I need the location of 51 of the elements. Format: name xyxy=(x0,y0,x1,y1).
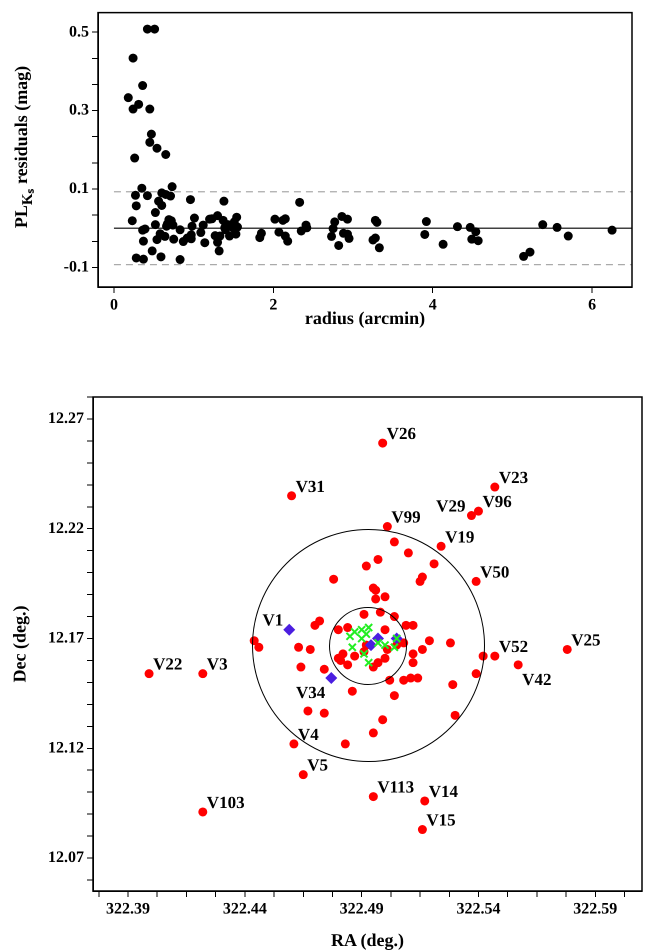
data-label: V5 xyxy=(307,756,328,775)
point xyxy=(345,632,355,641)
x-tick-label: 322.59 xyxy=(573,900,618,918)
y-tick-label: 12.17 xyxy=(48,630,84,647)
point xyxy=(365,639,378,652)
data-label: V103 xyxy=(206,792,245,812)
data-label: V96 xyxy=(482,492,512,512)
data-label: V26 xyxy=(386,424,416,444)
data-label: V113 xyxy=(377,778,414,797)
data-label: V23 xyxy=(498,468,528,488)
x-tick-label: 322.44 xyxy=(222,900,267,918)
x-tick-label: 2 xyxy=(269,296,278,314)
y-tick-label: -0.1 xyxy=(64,258,89,276)
data-label: V4 xyxy=(298,724,320,744)
data-label: V31 xyxy=(296,476,325,496)
x-tick-label: 6 xyxy=(588,296,596,314)
point xyxy=(348,642,357,652)
y-axis-title: Dec (deg.) xyxy=(10,606,30,682)
data-label: V52 xyxy=(498,637,528,656)
data-label: V34 xyxy=(296,683,326,702)
x-tick-label: 0 xyxy=(110,296,118,314)
x-axis-title: RA (deg.) xyxy=(331,930,404,950)
x-axis-title: radius (arcmin) xyxy=(304,308,426,328)
data-label: V3 xyxy=(206,654,228,674)
y-tick-label: 0.5 xyxy=(69,23,89,40)
data-label: V14 xyxy=(428,782,459,801)
y-tick-label: 0.1 xyxy=(69,180,89,198)
y-tick-label: 12.27 xyxy=(48,410,84,428)
point xyxy=(325,672,338,684)
x-tick-label: 322.39 xyxy=(106,900,150,918)
point xyxy=(380,640,390,650)
data-label: V19 xyxy=(445,527,474,546)
data-label: V50 xyxy=(480,562,510,582)
x-tick-label: 4 xyxy=(428,296,437,314)
data-label: V1 xyxy=(262,610,284,630)
x-tick-label: 322.49 xyxy=(340,900,384,918)
data-label: V15 xyxy=(426,810,456,830)
data-label: V99 xyxy=(391,508,421,527)
data-label: V42 xyxy=(522,670,552,689)
point xyxy=(350,627,360,636)
y-tick-label: 0.3 xyxy=(69,102,89,119)
y-tick-label: 12.22 xyxy=(48,520,84,537)
data-label: V25 xyxy=(571,630,601,650)
point xyxy=(373,638,383,648)
y-tick-label: 12.12 xyxy=(48,739,84,756)
y-tick-label: 12.07 xyxy=(48,849,84,866)
x-tick-label: 322.54 xyxy=(456,900,500,918)
point xyxy=(283,624,296,636)
data-label: V29 xyxy=(436,496,466,516)
data-label: V22 xyxy=(153,654,182,674)
point xyxy=(364,658,374,668)
